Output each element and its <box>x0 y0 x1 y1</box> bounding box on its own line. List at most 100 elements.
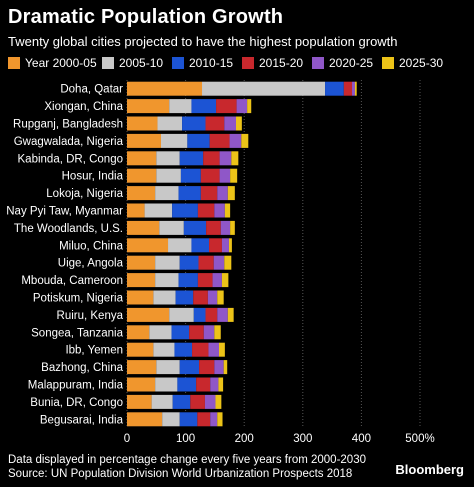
bar-segment <box>191 99 217 114</box>
legend-label: Year 2000-05 <box>25 56 97 70</box>
bar-segment <box>217 412 223 427</box>
bar-segment <box>247 99 252 114</box>
legend-label: 2005-10 <box>119 56 164 70</box>
bar-segment <box>156 360 180 375</box>
bars <box>127 81 357 427</box>
bar-segment <box>155 186 179 201</box>
legend-item-2025-30: 2025-30 <box>382 56 443 70</box>
bar-segment <box>200 186 218 201</box>
legend-item-2000-05: Year 2000-05 <box>8 56 97 70</box>
category-label: Ruiru, Kenya <box>57 310 124 322</box>
gridlines <box>126 80 421 428</box>
bar-segment <box>220 220 231 235</box>
bar-segment <box>127 360 157 375</box>
bar-segment <box>127 377 156 392</box>
legend-item-2020-25: 2020-25 <box>312 56 373 70</box>
bar-segment <box>215 394 222 409</box>
bar-segment <box>153 290 176 305</box>
legend-swatch <box>172 57 184 69</box>
bar-segment <box>214 203 225 218</box>
bar-segment <box>190 394 205 409</box>
x-axis-ticks: 0 100 200 300 400 500% <box>124 433 435 445</box>
bar-segment <box>203 325 215 340</box>
legend-swatch <box>242 57 254 69</box>
bar-segment <box>218 377 224 392</box>
bar-segment <box>127 116 158 131</box>
bar-segment <box>192 342 209 357</box>
bar-segment <box>241 133 249 148</box>
bar-segment <box>169 307 194 322</box>
bar-segment <box>224 255 232 270</box>
category-label: Bunia, DR, Congo <box>30 397 123 409</box>
bar-segment <box>213 255 225 270</box>
category-label: Mbouda, Cameroon <box>21 275 123 287</box>
bar-segment <box>127 238 169 253</box>
category-label: Rupganj, Bangladesh <box>13 119 123 131</box>
legend-label: 2015-20 <box>259 56 304 70</box>
bar-segment <box>144 203 173 218</box>
bar-segment <box>127 307 170 322</box>
chart-legend: Year 2000-05 2005-10 2010-15 2015-20 202… <box>8 56 470 72</box>
category-label: Uige, Angola <box>58 258 124 270</box>
legend-label: 2025-30 <box>399 56 444 70</box>
bar-segment <box>174 342 193 357</box>
legend-label: 2020-25 <box>329 56 374 70</box>
bar-segment <box>235 116 242 131</box>
bar-segment <box>197 203 215 218</box>
bar-segment <box>127 273 156 288</box>
bar-segment <box>127 394 152 409</box>
bar-segment <box>352 81 355 96</box>
bar-segment <box>217 186 228 201</box>
bar-segment <box>182 116 206 131</box>
bar-segment <box>127 81 203 96</box>
bar-segment <box>177 377 197 392</box>
bar-segment <box>208 342 220 357</box>
bar-segment <box>202 81 326 96</box>
category-label: Kabinda, DR, Congo <box>18 153 123 165</box>
bar-segment <box>156 151 180 166</box>
bar-segment <box>153 342 175 357</box>
bar-segment <box>193 290 208 305</box>
bar-segment <box>223 360 228 375</box>
bar-segment <box>231 151 239 166</box>
bar-segment <box>227 307 234 322</box>
bar-segment <box>175 290 194 305</box>
bar-segment <box>151 394 173 409</box>
bar-segment <box>219 168 231 183</box>
legend-swatch <box>102 57 114 69</box>
bar-segment <box>209 238 222 253</box>
bar-segment <box>127 290 154 305</box>
category-label: Lokoja, Nigeria <box>46 188 123 200</box>
bar-segment <box>159 220 184 235</box>
bar-segment <box>236 99 248 114</box>
bar-segment <box>198 255 214 270</box>
bar-segment <box>200 168 220 183</box>
bar-segment <box>224 203 231 218</box>
bar-segment <box>127 325 150 340</box>
bar-segment <box>214 325 221 340</box>
x-tick-label: 0 <box>124 433 130 445</box>
bar-segment <box>179 360 200 375</box>
bar-segment <box>217 307 228 322</box>
bar-segment <box>127 186 156 201</box>
chart-footer: Data displayed in percentage change ever… <box>8 453 366 481</box>
bar-segment <box>205 307 218 322</box>
bar-segment <box>187 133 210 148</box>
x-tick-label: 200 <box>235 433 254 445</box>
category-label: Ibb, Yemen <box>65 345 123 357</box>
bar-segment <box>205 116 225 131</box>
bar-segment <box>162 412 180 427</box>
bar-segment <box>172 203 198 218</box>
bar-segment <box>228 238 232 253</box>
bar-segment <box>160 133 188 148</box>
bar-segment <box>127 151 157 166</box>
bar-segment <box>127 168 157 183</box>
bar-segment <box>197 273 213 288</box>
bar-segment <box>127 220 160 235</box>
footer-source: Source: UN Population Division World Urb… <box>8 468 353 480</box>
bar-segment <box>206 220 221 235</box>
bar-segment <box>155 273 179 288</box>
bar-segment <box>212 273 222 288</box>
legend-item-2005-10: 2005-10 <box>102 56 163 70</box>
bar-segment <box>210 412 218 427</box>
